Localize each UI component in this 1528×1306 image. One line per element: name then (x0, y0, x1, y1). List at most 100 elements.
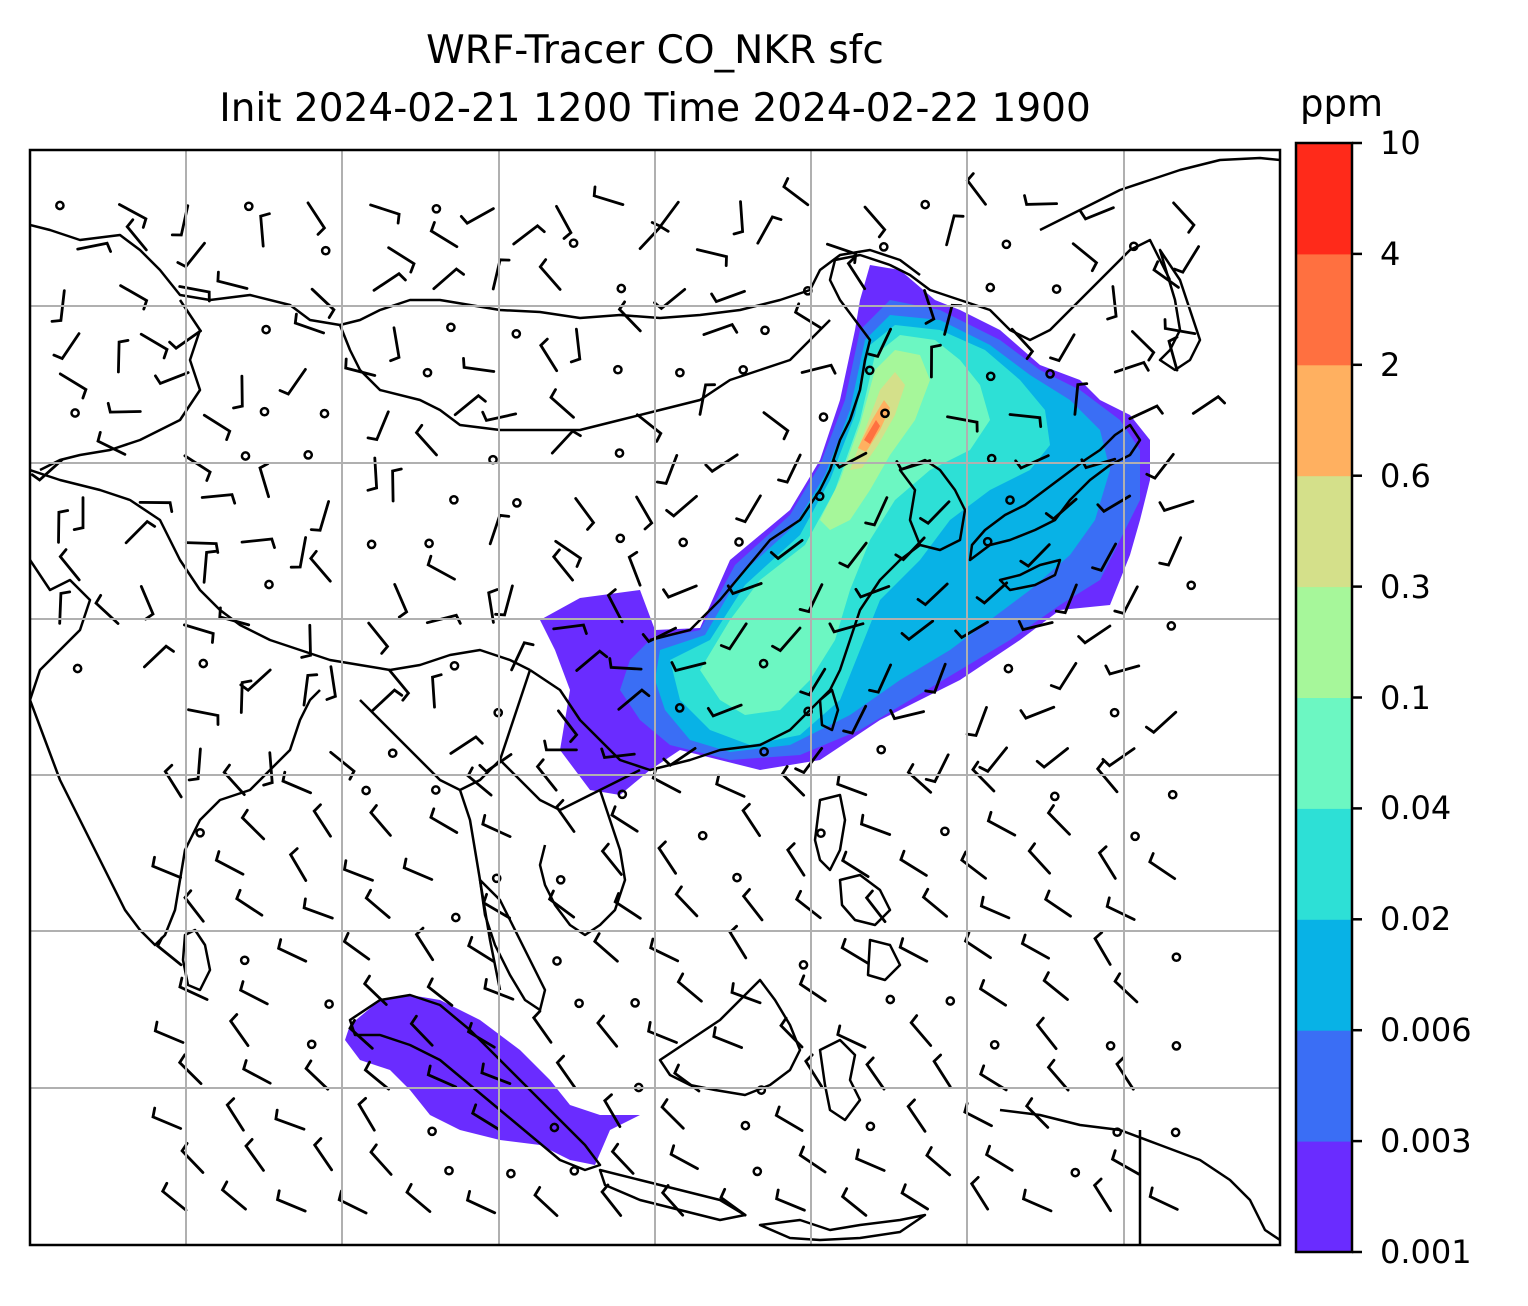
wind-barb (1113, 585, 1139, 616)
coastline-java (598, 1168, 747, 1222)
wind-barb (674, 885, 699, 918)
wind-barb (930, 343, 942, 379)
lat-lon-gridlines (30, 150, 1280, 1245)
wind-barb (184, 541, 220, 554)
calm-wind-circle (574, 998, 584, 1009)
wind-barb (554, 799, 576, 833)
wind-barb (613, 892, 642, 920)
wind-barb (916, 582, 949, 607)
wind-barb (276, 938, 308, 963)
wind-barb (695, 248, 728, 267)
wind-barb (715, 773, 746, 798)
calm-wind-circle (1051, 284, 1062, 294)
wind-barb (426, 1064, 458, 1089)
calm-wind-circle (568, 238, 579, 249)
border-himalaya (30, 468, 531, 672)
wind-barb (859, 813, 892, 836)
wind-barb (1049, 333, 1076, 363)
wind-barb (1128, 404, 1164, 421)
wind-barb (124, 519, 157, 545)
wind-barb (202, 413, 232, 441)
wind-barb (183, 454, 212, 482)
map-title: WRF-Tracer CO_NKR sfc (426, 28, 884, 73)
plume-band-2 (864, 420, 880, 444)
wind-barb (617, 300, 642, 333)
wind-barb (302, 673, 319, 707)
calm-wind-circle (816, 828, 826, 839)
colorbar-tick-label: 0.3 (1380, 567, 1431, 606)
wind-barb (238, 980, 269, 1006)
wind-barb (1019, 543, 1051, 568)
coastline-philippines (813, 793, 902, 982)
calm-wind-circle (324, 999, 334, 1009)
wind-barb (259, 212, 271, 248)
wind-barb (481, 814, 512, 838)
wind-barb (603, 1093, 622, 1128)
wind-barb (466, 1021, 496, 1049)
wind-barb (125, 218, 148, 252)
wind-barb (775, 1188, 806, 1212)
wind-barb (539, 337, 559, 373)
wind-barb (921, 887, 948, 918)
wind-barb (465, 1190, 497, 1215)
calm-wind-circle (1130, 831, 1140, 842)
wind-barb (774, 1105, 804, 1132)
wind-barb (58, 372, 88, 400)
colorbar-tick-label: 0.02 (1380, 900, 1452, 939)
wind-barb (800, 363, 837, 375)
calm-wind-circle (814, 491, 825, 502)
wind-barb (794, 747, 824, 775)
wind-barb (779, 1016, 804, 1049)
wind-barb (533, 1186, 559, 1217)
wind-barb (662, 747, 697, 767)
wind-barb (300, 623, 312, 659)
wind-barb (1101, 747, 1136, 768)
wind-barb (176, 241, 206, 269)
wind-barb (662, 584, 698, 599)
wind-barb (512, 223, 546, 246)
wind-barb (274, 1108, 306, 1131)
calm-wind-circle (613, 364, 623, 375)
wind-barb (698, 383, 716, 416)
calm-wind-circle (549, 1122, 560, 1133)
calm-wind-circle (1167, 789, 1178, 800)
wind-barb (387, 246, 416, 274)
wind-barb (978, 979, 1007, 1007)
wind-barb (838, 541, 868, 569)
wind-barb (366, 456, 379, 492)
calm-wind-circle (512, 498, 522, 508)
wind-barb (804, 1053, 824, 1088)
calm-wind-circle (616, 283, 627, 294)
wind-barb (600, 842, 623, 876)
wind-barb (453, 393, 487, 417)
wind-barb (106, 401, 142, 414)
calm-wind-circle (674, 703, 685, 713)
wind-barb (1020, 933, 1050, 960)
wind-barb (367, 621, 390, 655)
wind-barb (798, 1145, 827, 1174)
calm-wind-circle (864, 365, 875, 376)
wind-barb (371, 688, 404, 712)
calm-wind-circle (1170, 1127, 1181, 1138)
wind-barb (653, 288, 687, 311)
wind-barb (1158, 499, 1195, 513)
calm-wind-circle (555, 874, 566, 885)
calm-wind-circle (366, 539, 377, 550)
wind-barb (242, 1059, 272, 1085)
wind-barb (183, 623, 215, 644)
wind-barb (151, 855, 182, 879)
border-central-asia (30, 223, 921, 327)
calm-wind-circle (697, 830, 708, 841)
wind-barb (235, 888, 264, 917)
wind-barb (975, 581, 1009, 605)
wind-barb (139, 332, 169, 360)
calm-wind-circle (552, 956, 562, 966)
calm-wind-circle (491, 873, 502, 884)
wind-barb (117, 339, 130, 374)
wind-barb (220, 1180, 247, 1211)
calm-wind-circle (759, 746, 769, 757)
calm-wind-circle (264, 579, 274, 590)
wind-barb (735, 494, 762, 524)
wind-barb (665, 494, 698, 518)
wind-barb (606, 588, 624, 624)
